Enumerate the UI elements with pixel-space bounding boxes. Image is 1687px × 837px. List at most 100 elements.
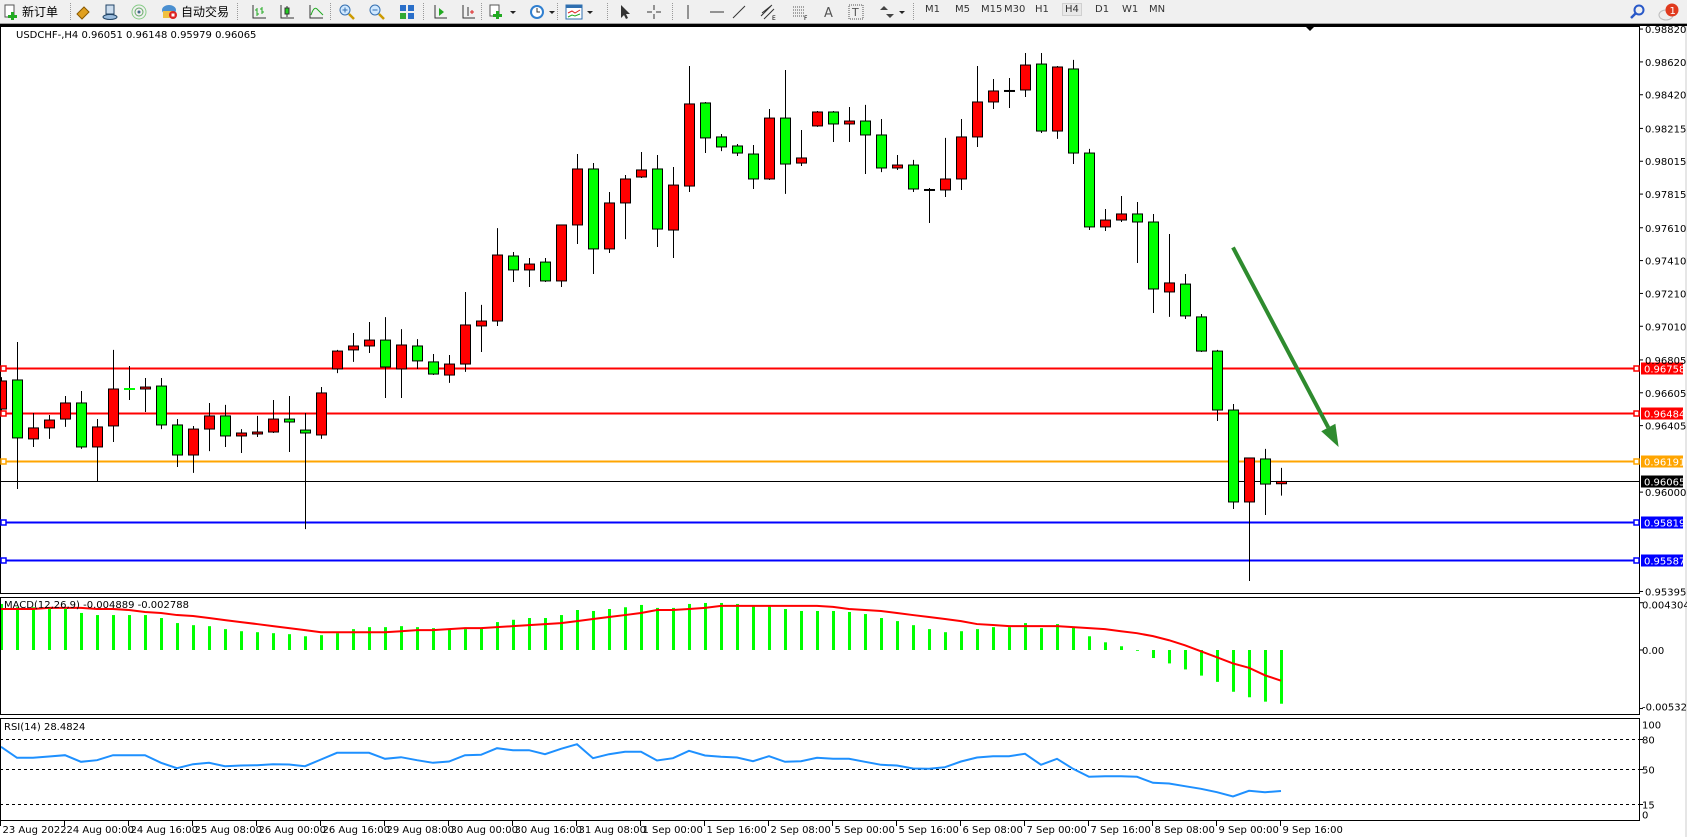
y-tick-label: 0.97010 bbox=[1645, 322, 1686, 333]
candle bbox=[28, 412, 39, 447]
line-handle-icon[interactable] bbox=[1633, 410, 1640, 417]
arrow-icon[interactable] bbox=[1321, 423, 1339, 447]
timeframe-w1-button[interactable]: W1 bbox=[1122, 4, 1139, 15]
x-tick-label: 1 Sep 16:00 bbox=[707, 825, 767, 836]
candle bbox=[1148, 213, 1159, 313]
candle-body bbox=[812, 111, 823, 127]
line-handle-icon[interactable] bbox=[0, 458, 7, 465]
candle bbox=[1036, 53, 1047, 134]
line-chart-button[interactable] bbox=[308, 2, 324, 21]
y-tick-label: 0.97410 bbox=[1645, 257, 1686, 268]
autoscroll-button[interactable] bbox=[460, 2, 476, 21]
macd-histogram-bar bbox=[976, 629, 979, 650]
dropdown-arrow-icon[interactable] bbox=[586, 8, 594, 16]
x-tick-label: 30 Aug 16:00 bbox=[515, 825, 582, 836]
zoom-in-button[interactable] bbox=[339, 2, 355, 21]
dropdown-arrow-icon[interactable] bbox=[548, 8, 556, 16]
x-tick-label: 23 Aug 2022 bbox=[3, 825, 67, 836]
zoom-out-button[interactable] bbox=[369, 2, 385, 21]
auto-trading-button[interactable]: 自动交易 bbox=[160, 2, 229, 21]
line-handle-icon[interactable] bbox=[0, 365, 7, 372]
line-handle-icon[interactable] bbox=[1633, 557, 1640, 564]
cursor-button[interactable] bbox=[617, 2, 633, 21]
cursor-icon bbox=[617, 4, 633, 20]
macd-histogram-bar bbox=[512, 619, 515, 650]
candle-body bbox=[364, 339, 375, 347]
text-label-button[interactable]: T bbox=[848, 2, 864, 21]
dropdown-arrow-icon[interactable] bbox=[898, 8, 906, 16]
candle bbox=[620, 175, 631, 240]
macd-histogram-bar bbox=[848, 611, 851, 650]
candle bbox=[1260, 448, 1271, 515]
timeframe-m1-button[interactable]: M1 bbox=[925, 4, 940, 15]
y-tick-label: 0.98215 bbox=[1645, 124, 1686, 135]
candle bbox=[108, 349, 119, 443]
dropdown-arrow-icon[interactable] bbox=[509, 8, 517, 16]
candle bbox=[556, 224, 567, 288]
bar-chart-button[interactable] bbox=[251, 2, 267, 21]
crosshair-button[interactable] bbox=[646, 2, 662, 21]
timeframe-mn-button[interactable]: MN bbox=[1149, 4, 1166, 15]
text-button[interactable]: A bbox=[821, 2, 837, 21]
line-handle-icon[interactable] bbox=[1633, 458, 1640, 465]
y-tick-label: 0.98820 bbox=[1645, 25, 1686, 36]
candle bbox=[972, 66, 983, 147]
y-tick-label: 0.98420 bbox=[1645, 91, 1686, 102]
vertical-line-button[interactable] bbox=[680, 2, 696, 21]
timeframe-m15-button[interactable]: M15 bbox=[981, 4, 1003, 15]
arrows-button[interactable] bbox=[879, 2, 906, 21]
macd-pane bbox=[0, 597, 1640, 715]
macd-histogram-bar bbox=[576, 610, 579, 650]
macd-histogram-bar bbox=[704, 602, 707, 650]
candle-body bbox=[460, 324, 471, 365]
tile-windows-button[interactable] bbox=[399, 2, 415, 21]
line-handle-icon[interactable] bbox=[0, 410, 7, 417]
periods-button[interactable] bbox=[529, 2, 556, 21]
chart-shift-marker-icon[interactable] bbox=[1305, 26, 1315, 31]
periods-icon bbox=[529, 4, 545, 20]
notification-button[interactable]: 1 bbox=[1658, 2, 1680, 21]
search-button[interactable] bbox=[1630, 2, 1646, 21]
candle-body bbox=[140, 386, 151, 390]
notification-icon: 1 bbox=[1658, 3, 1680, 21]
timeframe-h4-button[interactable]: H4 bbox=[1062, 3, 1082, 16]
horizontal-line-button[interactable] bbox=[709, 2, 725, 21]
line-handle-icon[interactable] bbox=[0, 519, 7, 526]
macd-histogram-bar bbox=[464, 629, 467, 650]
timeframe-d1-button[interactable]: D1 bbox=[1095, 4, 1110, 15]
candle-body bbox=[12, 379, 23, 439]
line-handle-icon[interactable] bbox=[1633, 519, 1640, 526]
macd-signal-line bbox=[1, 604, 1282, 682]
macd-histogram-bar bbox=[16, 607, 19, 650]
candle-body bbox=[332, 350, 343, 370]
line-handle-icon[interactable] bbox=[1633, 365, 1640, 372]
timeframe-m30-button[interactable]: M30 bbox=[1004, 4, 1026, 15]
templates-button[interactable] bbox=[565, 2, 594, 21]
signals-button[interactable] bbox=[131, 2, 147, 21]
indicators-button[interactable] bbox=[488, 2, 517, 21]
candlestick-button[interactable] bbox=[279, 2, 295, 21]
data-window-button[interactable] bbox=[102, 2, 118, 21]
x-tick-label: 6 Sep 08:00 bbox=[963, 825, 1023, 836]
macd-histogram-bar bbox=[1104, 642, 1107, 650]
candle-body bbox=[188, 428, 199, 456]
trendline-button[interactable] bbox=[731, 2, 747, 21]
equidistant-channel-button[interactable]: E bbox=[760, 2, 778, 21]
line-handle-icon[interactable] bbox=[0, 557, 7, 564]
macd-histogram-bar bbox=[352, 629, 355, 650]
macd-histogram-bar bbox=[896, 621, 899, 650]
candle-body bbox=[1244, 457, 1255, 503]
trend-arrow-shaft[interactable] bbox=[1231, 246, 1331, 429]
macd-histogram-bar bbox=[992, 627, 995, 650]
chart-shift-button[interactable] bbox=[432, 2, 448, 21]
market-watch-button[interactable] bbox=[75, 2, 91, 21]
fibonacci-button[interactable]: F bbox=[792, 2, 810, 21]
candle-body bbox=[1116, 213, 1127, 221]
new-order-button[interactable]: 新订单 bbox=[3, 2, 58, 21]
timeframe-h1-button[interactable]: H1 bbox=[1035, 4, 1049, 15]
candle-body bbox=[732, 145, 743, 154]
timeframe-m5-button[interactable]: M5 bbox=[955, 4, 970, 15]
toolbar-separator bbox=[481, 3, 484, 20]
candle-body bbox=[684, 103, 695, 187]
